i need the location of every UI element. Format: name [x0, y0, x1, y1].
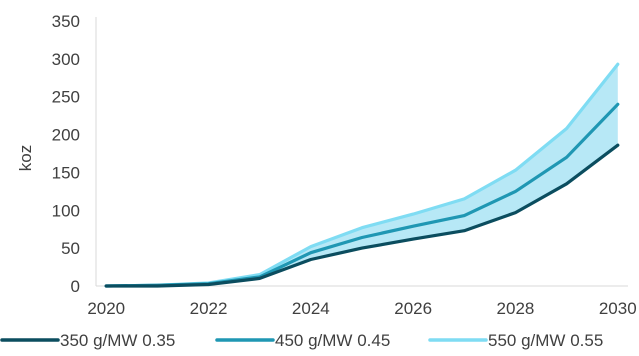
x-axis-ticks: 2020 2022 2024 2026 2028 2030 [87, 299, 636, 318]
legend: 350 g/MW 0.35 450 g/MW 0.45 550 g/MW 0.55 [0, 331, 603, 350]
y-axis-ticks: 0 50 100 150 200 250 300 350 [52, 12, 80, 296]
x-tick-label: 2028 [497, 299, 535, 318]
x-tick-label: 2020 [87, 299, 125, 318]
y-tick-label: 0 [71, 277, 80, 296]
y-tick-label: 100 [52, 201, 80, 220]
legend-label-2: 450 g/MW 0.45 [275, 331, 390, 350]
x-tick-label: 2030 [599, 299, 637, 318]
plot-area [95, 17, 628, 288]
legend-label-1: 350 g/MW 0.35 [60, 331, 175, 350]
series-lines [104, 62, 620, 288]
y-tick-label: 200 [52, 126, 80, 145]
x-tick-label: 2022 [190, 299, 228, 318]
range-band [106, 64, 618, 286]
x-tick-label: 2024 [292, 299, 330, 318]
series-line-1 [104, 143, 620, 288]
y-tick-label: 150 [52, 163, 80, 182]
legend-label-3: 550 g/MW 0.55 [488, 331, 603, 350]
y-tick-label: 250 [52, 88, 80, 107]
y-tick-label: 350 [52, 12, 80, 31]
x-tick-label: 2026 [394, 299, 432, 318]
y-tick-label: 50 [61, 239, 80, 258]
y-tick-label: 300 [52, 50, 80, 69]
y-axis-title: koz [16, 145, 35, 171]
